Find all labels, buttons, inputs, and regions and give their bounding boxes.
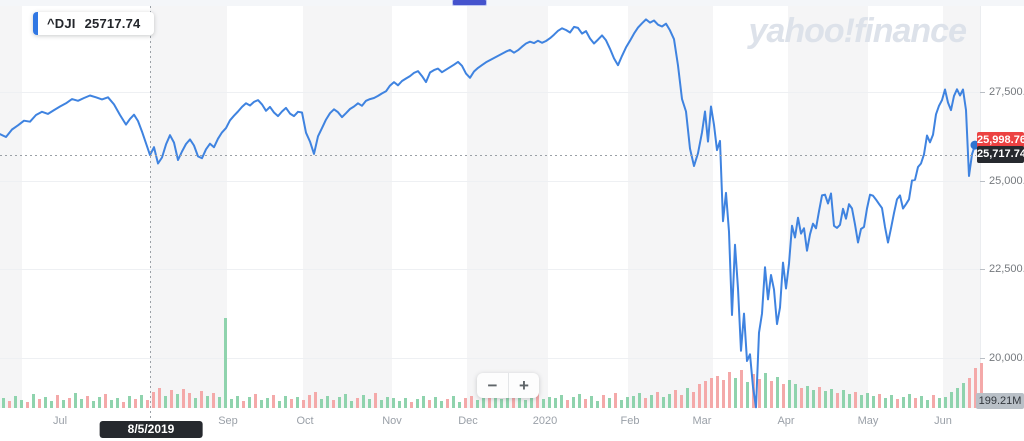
month-stripe bbox=[868, 6, 943, 408]
zoom-out-button[interactable]: − bbox=[477, 373, 508, 398]
month-stripe bbox=[548, 6, 628, 408]
y-tick-mark bbox=[980, 180, 985, 182]
y-tick-mark bbox=[980, 269, 985, 270]
x-tick-label: Sep bbox=[218, 415, 238, 427]
month-stripe bbox=[788, 6, 868, 408]
x-tick-label: Jun bbox=[934, 415, 952, 427]
y-tick-label: 22,500.00 bbox=[989, 263, 1024, 275]
top-strip bbox=[0, 0, 1024, 6]
zoom-controls: − + bbox=[477, 373, 539, 398]
gridline bbox=[0, 269, 980, 270]
month-stripe bbox=[150, 6, 227, 408]
x-tick-label: Mar bbox=[692, 415, 712, 427]
month-stripe bbox=[467, 6, 548, 408]
last-price-badge: 25,998.76 bbox=[977, 132, 1024, 148]
y-axis-line bbox=[980, 6, 981, 408]
month-stripe bbox=[628, 6, 713, 408]
y-tick-mark bbox=[980, 92, 985, 93]
x-tick-label: Feb bbox=[620, 415, 640, 427]
symbol-legend: ^DJI 25717.74 bbox=[33, 12, 155, 35]
crosshair-vertical-line bbox=[150, 6, 151, 421]
crosshair-date-tooltip: 8/5/2019 bbox=[99, 421, 203, 438]
x-tick-label: Nov bbox=[382, 415, 402, 427]
plot-area[interactable] bbox=[0, 6, 980, 408]
x-tick-label: Oct bbox=[296, 415, 314, 427]
month-stripe bbox=[22, 6, 150, 408]
month-stripe bbox=[713, 6, 788, 408]
legend-value: 25717.74 bbox=[84, 16, 141, 31]
month-stripe bbox=[0, 6, 22, 408]
x-tick-label: Apr bbox=[777, 415, 795, 427]
month-stripe bbox=[392, 6, 467, 408]
gridline bbox=[0, 180, 980, 182]
month-stripe bbox=[943, 6, 980, 408]
x-tick-label: 2020 bbox=[532, 415, 558, 427]
zoom-in-button[interactable]: + bbox=[508, 373, 539, 398]
x-tick-label: May bbox=[857, 415, 879, 427]
volume-badge: 199.21M bbox=[976, 393, 1024, 409]
top-blue-indicator bbox=[453, 0, 486, 5]
y-tick-label: 20,000.00 bbox=[989, 351, 1024, 364]
legend-symbol: ^DJI bbox=[47, 16, 76, 31]
y-tick-mark bbox=[980, 357, 985, 359]
yahoo-finance-watermark: yahoo!finance bbox=[748, 12, 967, 50]
crosshair-horizontal-line bbox=[0, 155, 976, 156]
x-tick-label: Dec bbox=[458, 415, 478, 427]
month-stripe bbox=[303, 6, 392, 408]
y-tick-label: 27,500.00 bbox=[989, 86, 1024, 98]
legend-color-bar bbox=[33, 12, 38, 35]
y-tick-label: 25,000.00 bbox=[989, 174, 1024, 187]
gridline bbox=[0, 92, 980, 93]
gridline bbox=[0, 357, 980, 359]
x-tick-label: Jul bbox=[52, 415, 68, 427]
crosshair-price-badge: 25,717.74 bbox=[977, 146, 1024, 163]
month-stripe bbox=[227, 6, 303, 408]
